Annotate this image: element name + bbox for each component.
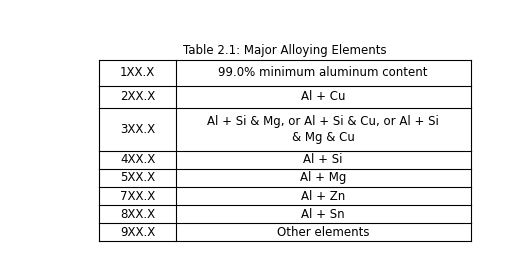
Text: 1XX.X: 1XX.X [120, 66, 155, 79]
Text: 7XX.X: 7XX.X [120, 190, 155, 203]
Text: Al + Zn: Al + Zn [301, 190, 345, 203]
Text: 3XX.X: 3XX.X [120, 123, 155, 136]
Text: 9XX.X: 9XX.X [120, 226, 155, 239]
Text: 99.0% minimum aluminum content: 99.0% minimum aluminum content [218, 66, 428, 79]
Text: Other elements: Other elements [277, 226, 369, 239]
Text: Table 2.1: Major Alloying Elements: Table 2.1: Major Alloying Elements [183, 44, 387, 57]
Text: 8XX.X: 8XX.X [120, 208, 155, 221]
Text: Al + Sn: Al + Sn [301, 208, 345, 221]
Text: 5XX.X: 5XX.X [120, 171, 155, 184]
Text: Al + Cu: Al + Cu [301, 90, 345, 103]
Text: Al + Si: Al + Si [303, 153, 343, 166]
Text: 2XX.X: 2XX.X [120, 90, 155, 103]
Text: 4XX.X: 4XX.X [120, 153, 155, 166]
Text: Al + Mg: Al + Mg [300, 171, 346, 184]
Text: Al + Si & Mg, or Al + Si & Cu, or Al + Si
& Mg & Cu: Al + Si & Mg, or Al + Si & Cu, or Al + S… [207, 115, 439, 144]
